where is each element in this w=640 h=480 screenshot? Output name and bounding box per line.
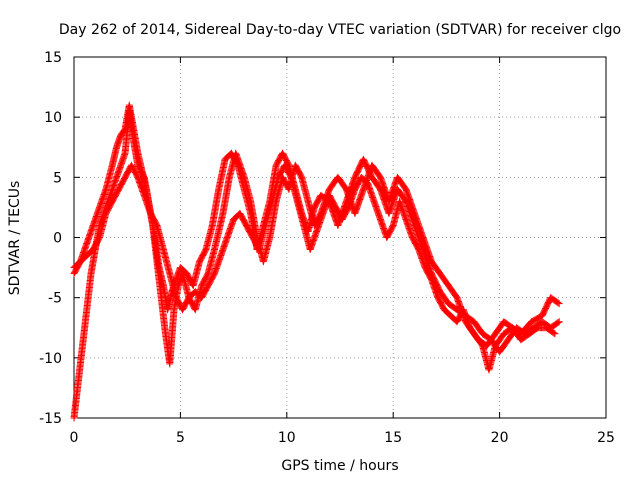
y-tick-label: -5 <box>48 291 62 307</box>
y-tick-label: 15 <box>44 50 62 66</box>
x-tick-label: 5 <box>176 430 185 446</box>
y-tick-label: 0 <box>53 231 62 247</box>
y-tick-label: 10 <box>44 110 62 126</box>
data-point <box>554 318 562 326</box>
x-tick-label: 15 <box>384 430 402 446</box>
y-axis-label: SDTVAR / TECUs <box>7 181 23 296</box>
x-tick-label: 20 <box>491 430 509 446</box>
axis-ticks: 0 5 10 15 20 25 -15 -10 -5 0 5 10 15 <box>39 50 615 446</box>
x-tick-label: 10 <box>278 430 296 446</box>
y-tick-label: -10 <box>39 351 62 367</box>
y-tick-label: 5 <box>53 170 62 186</box>
data-point <box>550 329 558 337</box>
data-points <box>70 101 563 422</box>
x-tick-label: 25 <box>597 430 615 446</box>
data-point <box>551 330 559 338</box>
x-tick-label: 0 <box>70 430 79 446</box>
chart-title: Day 262 of 2014, Sidereal Day-to-day VTE… <box>59 22 621 38</box>
data-point <box>555 300 563 308</box>
data-point <box>555 318 563 326</box>
data-point <box>554 299 562 307</box>
series-track-c <box>70 161 559 350</box>
series-track-a <box>70 107 563 422</box>
y-tick-label: -15 <box>39 411 62 427</box>
x-axis-label: GPS time / hours <box>281 458 398 474</box>
